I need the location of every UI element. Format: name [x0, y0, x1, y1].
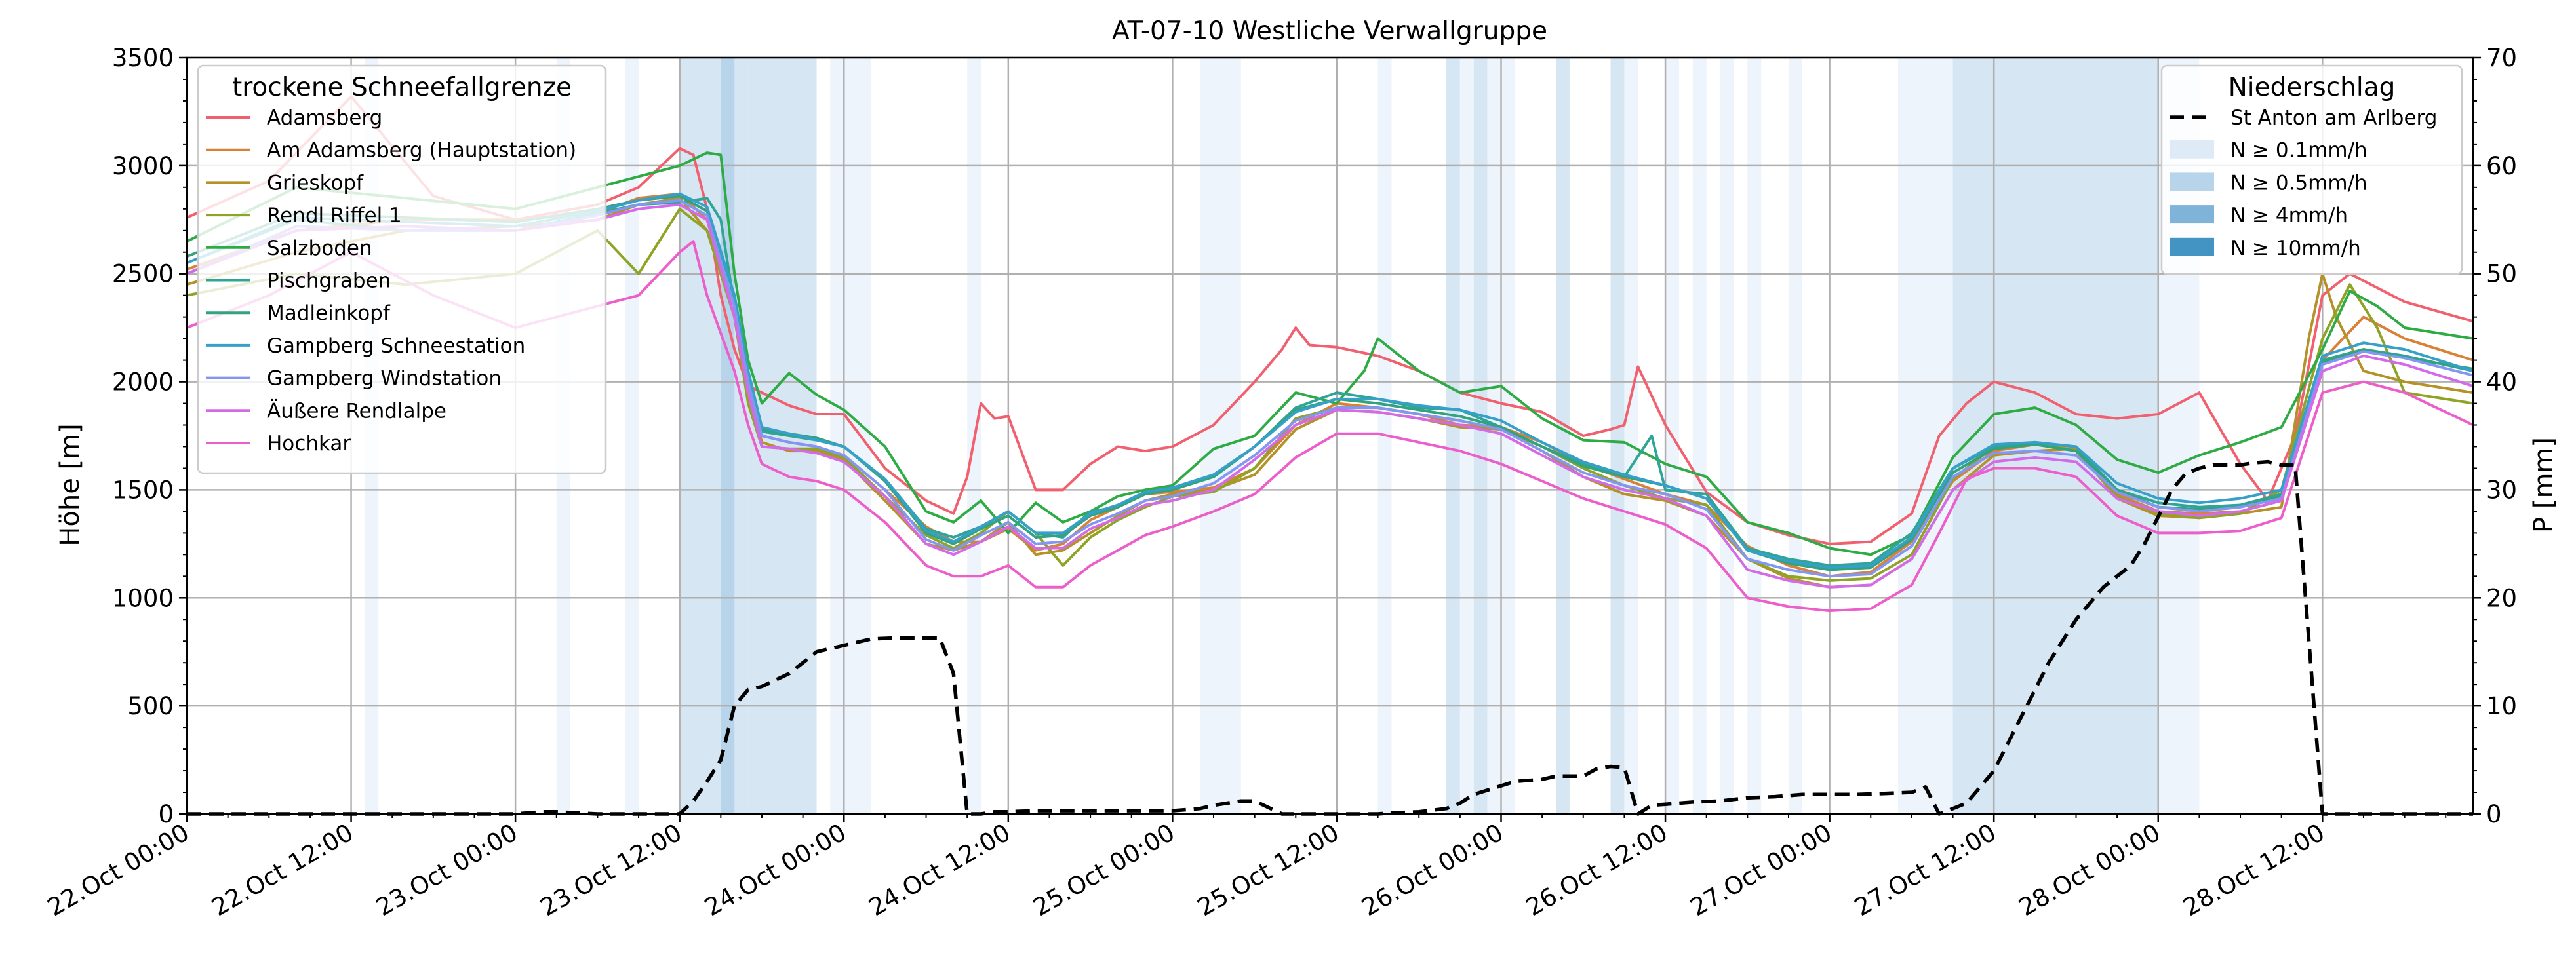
precip-band	[1610, 58, 1625, 814]
precip-band	[1446, 58, 1460, 814]
series-line-st-anton-am-arlberg	[187, 459, 2473, 816]
x-tick-label: 22.Oct 00:00	[43, 819, 193, 922]
precip-band	[1459, 58, 1474, 814]
legend-entry-label: Grieskopf	[267, 171, 364, 195]
legend-right-box	[2160, 64, 2463, 275]
precip-band	[1624, 58, 1638, 814]
y-tick-label-left: 2500	[112, 260, 174, 288]
precip-band	[1200, 58, 1241, 814]
y-tick-label-left: 500	[127, 692, 174, 720]
precip-band	[1487, 58, 1501, 814]
legend-left: trockene Schneefallgrenze Adamsberg Am Ada…	[197, 64, 607, 474]
precip-band	[830, 58, 844, 814]
chart-title: AT-07-10 Westliche Verwallgruppe	[1112, 16, 1547, 46]
series-line-salzboden	[186, 151, 2474, 556]
precip-band	[1720, 58, 1734, 814]
precip-band	[1692, 58, 1707, 814]
series-line-äußere-rendlalpe	[186, 203, 2474, 589]
legend-swatch-fill	[2170, 237, 2214, 256]
x-tick-label: 28.Oct 12:00	[2178, 819, 2329, 922]
y-tick-label-left: 0	[158, 800, 174, 828]
legend-entry-label: Äußere Rendlalpe	[267, 399, 446, 423]
y-tick-label-right: 50	[2486, 260, 2517, 288]
y-tick-label-right: 0	[2486, 800, 2502, 828]
x-tick-label: 22.Oct 12:00	[207, 819, 358, 922]
precip-band	[1788, 58, 1802, 814]
legend-entry-label: N ≥ 0.5mm/h	[2230, 171, 2368, 195]
y-tick-label-left: 1500	[112, 476, 174, 504]
legend-right: Niederschlag St Anton am Arlberg N ≥ 0.1mm…	[2160, 64, 2463, 275]
x-tick-label: 27.Oct 00:00	[1686, 819, 1836, 922]
precip-band	[625, 58, 639, 814]
y-tick-label-right: 40	[2486, 368, 2517, 396]
legend-swatch-fill	[2170, 140, 2214, 159]
x-tick-label: 26.Oct 00:00	[1357, 819, 1508, 922]
y-tick-label-left: 3000	[112, 152, 174, 180]
legend-entry-label: Am Adamsberg (Hauptstation)	[267, 139, 576, 163]
legend-entry-label: N ≥ 0.1mm/h	[2230, 139, 2368, 163]
precip-band	[1747, 58, 1762, 814]
series-line-adamsberg	[186, 95, 2474, 545]
legend-entry-label: St Anton am Arlberg	[2230, 106, 2437, 130]
precip-band	[1898, 58, 1953, 814]
legend-entry-label: Madleinkopf	[267, 301, 391, 325]
x-tick-label: 24.Oct 00:00	[700, 819, 850, 922]
precip-band	[748, 58, 762, 814]
x-tick-label: 25.Oct 12:00	[1193, 819, 1343, 922]
precip-band	[1952, 58, 2158, 814]
x-tick-label: 27.Oct 12:00	[1850, 819, 2000, 922]
legend-entry-label: Pischgraben	[267, 269, 391, 293]
series-lines	[186, 95, 2474, 816]
precip-band	[679, 58, 749, 814]
y-tick-label-left: 2000	[112, 368, 174, 396]
series-line-gampberg-schneestation	[186, 192, 2474, 570]
y-tick-label-right: 10	[2486, 692, 2517, 720]
legend-swatch-fill	[2170, 172, 2214, 191]
legend-entry-label: Gampberg Schneestation	[267, 334, 525, 358]
y-tick-label-left: 1000	[112, 584, 174, 612]
x-tick-label: 23.Oct 12:00	[536, 819, 686, 922]
y-axis-label-left: Höhe [m]	[55, 423, 85, 546]
precip-band	[844, 58, 872, 814]
x-tick-label: 28.Oct 00:00	[2014, 819, 2165, 922]
precip-band	[1556, 58, 1570, 814]
x-tick-label: 24.Oct 12:00	[864, 819, 1015, 922]
x-tick-label: 26.Oct 12:00	[1521, 819, 1672, 922]
y-tick-label-right: 70	[2486, 44, 2517, 72]
plot-frame	[186, 56, 2474, 815]
legend-entry-label: Salzboden	[267, 237, 372, 260]
x-tick-label: 25.Oct 00:00	[1028, 819, 1179, 922]
y-tick-label-right: 20	[2486, 584, 2517, 612]
legend-left-box	[197, 64, 607, 474]
legend-right-title: Niederschlag	[2229, 73, 2396, 102]
series-line-hochkar	[186, 240, 2474, 613]
series-line-gampberg-windstation	[186, 199, 2474, 578]
x-tick-label: 23.Oct 00:00	[371, 819, 522, 922]
legend-entry-label: Gampberg Windstation	[267, 367, 502, 391]
legend-entry-label: Rendl Riffel 1	[267, 204, 402, 227]
legend-entry-label: Adamsberg	[267, 106, 382, 130]
legend-left-title: trockene Schneefallgrenze	[232, 73, 572, 102]
precip-band	[1473, 58, 1488, 814]
y-axis-label-right: P [mm]	[2529, 437, 2559, 533]
y-tick-label-right: 30	[2486, 476, 2517, 504]
y-tick-label-left: 3500	[112, 44, 174, 72]
y-tick-label-right: 60	[2486, 152, 2517, 180]
legend-swatch-fill	[2170, 205, 2214, 224]
legend-entry-label: N ≥ 10mm/h	[2230, 237, 2361, 260]
legend-entry-label: N ≥ 4mm/h	[2230, 204, 2348, 227]
legend-entry-label: Hochkar	[267, 432, 351, 455]
